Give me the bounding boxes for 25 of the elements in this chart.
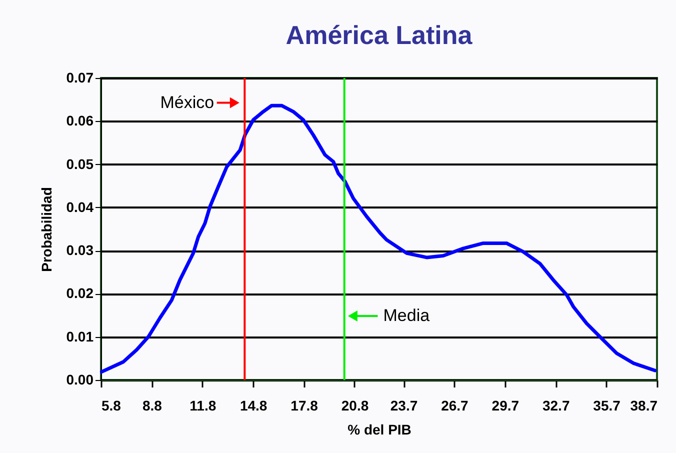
- x-tick-label: 32.7: [542, 398, 570, 414]
- x-tick-label: 17.8: [290, 398, 318, 414]
- y-tick-label: 0.03: [66, 242, 94, 258]
- chart-title: América Latina: [286, 20, 473, 50]
- y-tick-label: 0.06: [66, 112, 94, 129]
- x-tick-label: 20.8: [341, 398, 369, 414]
- x-axis-title: % del PIB: [348, 422, 412, 438]
- ref-line-label: México: [160, 92, 214, 112]
- x-tick-label: 29.7: [492, 398, 520, 414]
- x-tick-label: 14.8: [240, 398, 268, 414]
- x-tick-label: 23.7: [390, 398, 418, 414]
- y-axis-title: Probabilidad: [38, 187, 54, 272]
- x-tick-label: 8.8: [142, 398, 162, 414]
- y-tick-label: 0.07: [66, 70, 94, 86]
- y-tick-label: 0.00: [66, 372, 94, 388]
- x-tick-label: 5.8: [102, 398, 122, 414]
- x-tick-label: 35.7: [593, 398, 621, 414]
- y-tick-label: 0.02: [66, 285, 94, 302]
- ref-line-label: Media: [383, 306, 430, 325]
- x-tick-label: 38.7: [630, 398, 658, 414]
- y-tick-label: 0.01: [66, 328, 94, 344]
- y-tick-label: 0.05: [66, 156, 94, 172]
- y-tick-label: 0.04: [66, 198, 94, 215]
- x-tick-label: 26.7: [441, 398, 469, 414]
- x-tick-label: 11.8: [190, 398, 216, 414]
